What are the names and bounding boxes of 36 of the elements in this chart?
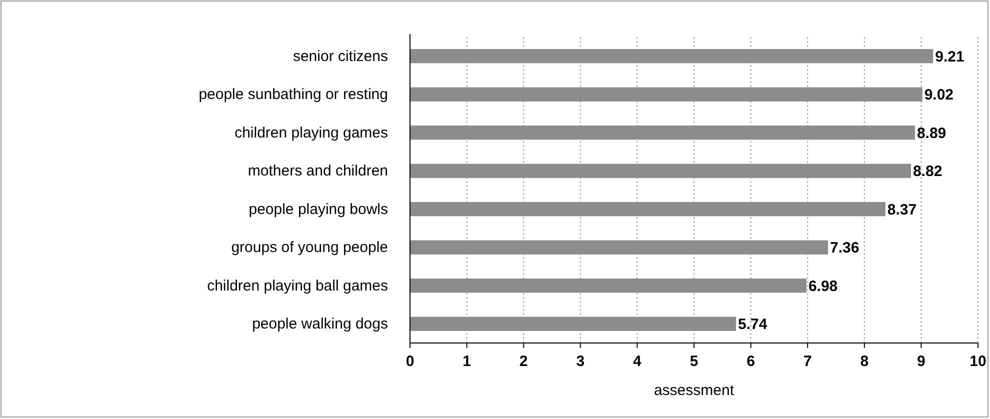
x-axis-title: assessment <box>654 382 735 399</box>
bar <box>410 49 934 64</box>
bar <box>410 316 736 331</box>
bar <box>410 126 915 140</box>
data-label: 9.21 <box>935 48 964 66</box>
y-tick-label: children playing games <box>234 124 388 142</box>
data-label: 6.98 <box>808 278 838 295</box>
x-tick-label: 1 <box>462 353 471 370</box>
bar <box>410 240 828 254</box>
y-tick-label: mothers and children <box>248 162 388 180</box>
x-tick-label: 8 <box>860 353 869 370</box>
data-label: 5.74 <box>738 316 768 334</box>
x-tick-label: 0 <box>406 353 414 370</box>
y-tick-label: people sunbathing or resting <box>198 86 388 104</box>
x-tick-label: 4 <box>633 353 642 370</box>
bar <box>410 164 911 178</box>
data-label: 8.37 <box>887 201 917 218</box>
y-tick-label: senior citizens <box>292 48 388 65</box>
bar <box>410 202 886 216</box>
x-tick-label: 2 <box>519 353 528 370</box>
y-tick-label: people walking dogs <box>252 316 388 333</box>
bar <box>410 278 806 293</box>
x-tick-label: 3 <box>576 353 585 370</box>
data-label: 8.82 <box>912 163 942 180</box>
x-tick-label: 9 <box>917 353 926 370</box>
y-tick-label: children playing ball games <box>207 277 388 294</box>
bar <box>410 87 922 102</box>
x-tick-label: 7 <box>803 353 812 370</box>
x-tick-label: 6 <box>746 353 755 370</box>
y-tick-label: people playing bowls <box>248 200 388 218</box>
y-tick-label: groups of young people <box>231 239 388 256</box>
x-tick-label: 10 <box>970 353 986 370</box>
x-tick-label: 5 <box>690 353 698 370</box>
data-label: 8.89 <box>916 124 946 142</box>
data-label: 9.02 <box>924 86 954 104</box>
data-label: 7.36 <box>830 240 860 257</box>
